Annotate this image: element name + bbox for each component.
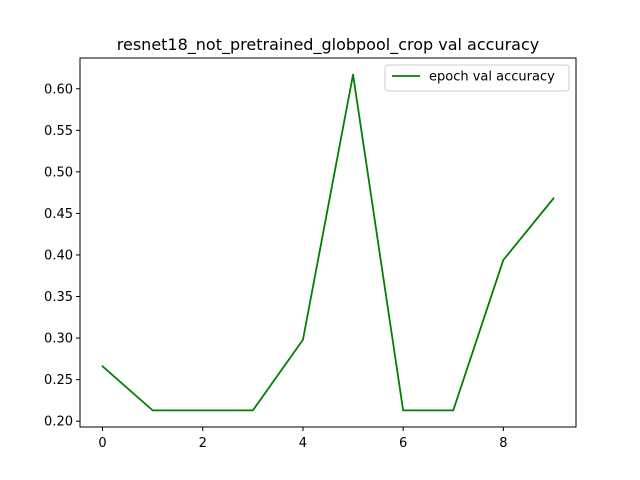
chart-title: resnet18_not_pretrained_globpool_crop va… [117, 35, 539, 55]
plot-frame [79, 57, 577, 428]
series-line-0 [101, 73, 555, 412]
series-layer [101, 73, 555, 412]
legend: epoch val accuracy [384, 64, 570, 92]
y-tick-label: 0.25 [44, 373, 73, 388]
y-tick-label: 0.55 [44, 124, 73, 139]
y-tick-label: 0.50 [44, 165, 73, 180]
y-tick-label: 0.40 [44, 248, 73, 263]
x-tick-label: 6 [399, 436, 407, 451]
y-tick-label: 0.45 [44, 207, 73, 222]
y-tick-label: 0.35 [44, 290, 73, 305]
y-tick-label: 0.30 [44, 332, 73, 347]
x-tick-label: 8 [499, 436, 507, 451]
plot-area [80, 58, 576, 427]
axes-layer: 0.20 0.25 0.30 0.35 0.40 0.45 0.50 0.55 0.60 0 2 4 6… [44, 57, 577, 451]
x-tick-label: 0 [98, 436, 106, 451]
y-tick-label: 0.20 [44, 415, 73, 430]
y-tick-label: 0.60 [44, 82, 73, 97]
legend-box [384, 64, 570, 92]
x-tick-label: 2 [199, 436, 207, 451]
legend-label: epoch val accuracy [429, 70, 555, 85]
x-tick-label: 4 [299, 436, 307, 451]
